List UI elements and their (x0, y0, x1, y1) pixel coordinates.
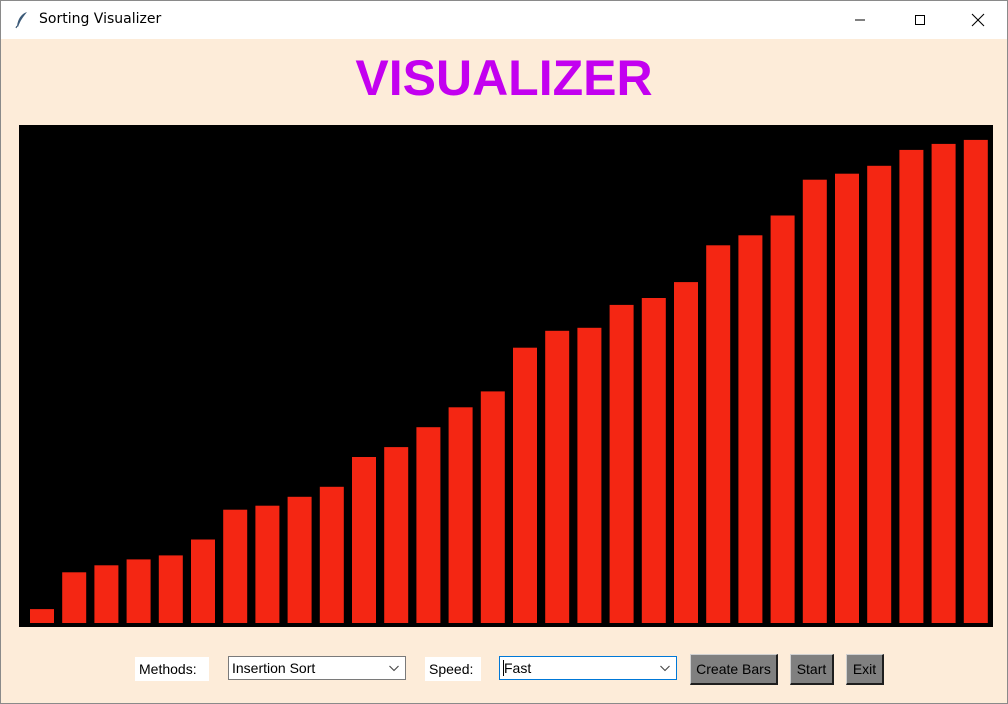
text-caret (503, 660, 504, 677)
speed-select[interactable]: Fast (499, 656, 677, 680)
window-title: Sorting Visualizer (39, 11, 162, 27)
feather-icon (15, 12, 27, 29)
chevron-down-icon (660, 665, 670, 672)
page-title: VISUALIZER (355, 50, 653, 106)
bar-chart (30, 139, 988, 624)
chevron-down-icon (389, 665, 399, 672)
bar (513, 347, 537, 623)
bar (287, 496, 312, 623)
bar (448, 407, 473, 623)
bar (223, 509, 248, 623)
bar (931, 143, 956, 623)
bar (641, 298, 666, 623)
exit-button[interactable]: Exit (846, 654, 884, 685)
title-bar[interactable]: Sorting Visualizer (1, 1, 1007, 39)
start-button[interactable]: Start (790, 654, 834, 685)
speed-value: Fast (504, 660, 532, 676)
bar (352, 457, 376, 623)
bar (545, 330, 570, 623)
minimize-icon (855, 19, 865, 21)
methods-label: Methods: (135, 657, 209, 681)
bar (158, 555, 183, 623)
bar (577, 327, 602, 623)
bar (609, 304, 634, 623)
bar (674, 282, 698, 623)
bar (384, 447, 409, 623)
client-area: VISUALIZER Methods: Insertion Sort Speed… (1, 39, 1007, 703)
close-icon (971, 13, 985, 27)
bar (835, 173, 859, 623)
maximize-button[interactable] (897, 1, 943, 39)
control-bar: Methods: Insertion Sort Speed: Fast Crea… (1, 653, 1007, 687)
close-button[interactable] (955, 1, 1001, 39)
methods-value: Insertion Sort (232, 660, 316, 676)
bar (770, 215, 795, 623)
maximize-icon (915, 15, 925, 25)
bar (416, 427, 441, 623)
bar (94, 565, 119, 623)
bar (255, 505, 280, 623)
bar (899, 149, 924, 623)
bar (191, 539, 215, 623)
bar (867, 165, 892, 624)
bar (706, 245, 731, 624)
methods-select[interactable]: Insertion Sort (228, 656, 406, 680)
speed-label: Speed: (425, 657, 481, 681)
bar (802, 179, 827, 623)
bar (126, 559, 151, 623)
minimize-button[interactable] (837, 1, 883, 39)
bar (480, 391, 505, 623)
bar (30, 609, 54, 623)
bar (62, 572, 87, 623)
bar (738, 235, 763, 624)
create-bars-button[interactable]: Create Bars (690, 654, 778, 685)
bar (319, 486, 344, 623)
bar-canvas (19, 125, 993, 627)
bar (963, 139, 988, 623)
